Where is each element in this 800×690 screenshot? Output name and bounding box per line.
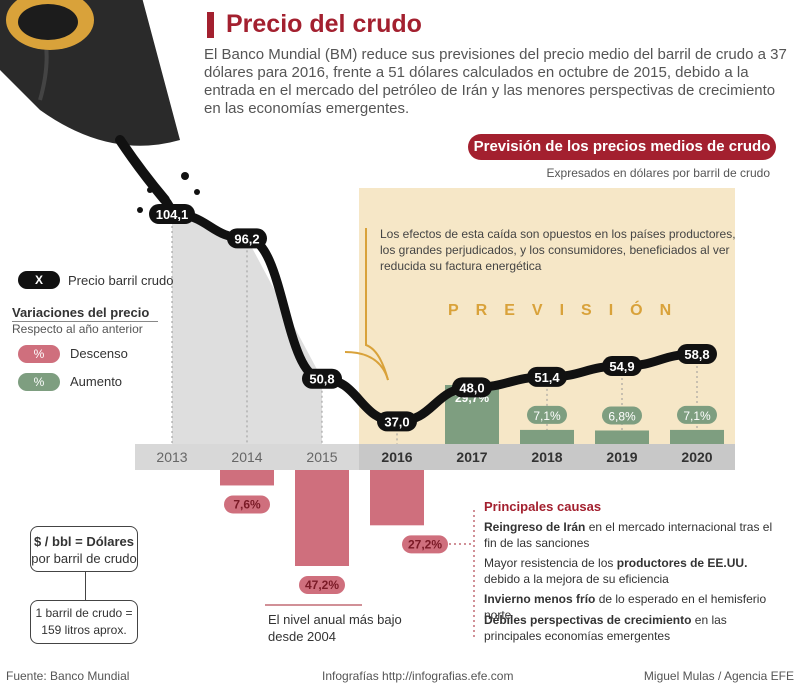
cause-text: en las principales economías emergentes — [484, 613, 727, 643]
lowest-level-note: El nivel anual más bajo desde 2004 — [268, 611, 402, 645]
forecast-region — [359, 188, 735, 444]
price-point — [602, 356, 642, 377]
cause-bold: Invierno menos frío — [484, 592, 596, 606]
price-area — [172, 214, 322, 444]
variation-pill — [299, 576, 345, 594]
legend-divider — [12, 321, 158, 322]
causes-title: Principales causas — [484, 499, 602, 514]
variation-bar-descenso — [220, 470, 274, 486]
oil-barrel-icon — [0, 0, 200, 213]
legend-descenso-label: Descenso — [70, 346, 128, 361]
footer-credit: Miguel Mulas / Agencia EFE — [643, 669, 794, 683]
lowest-level-line2: desde 2004 — [268, 629, 336, 644]
oil-drop — [137, 207, 143, 213]
cause-item: Débiles perspectivas de crecimiento en l… — [484, 612, 774, 644]
variation-label: 7,6% — [233, 497, 261, 511]
variation-label: 27,2% — [408, 537, 442, 551]
price-point — [227, 228, 267, 249]
variation-pill — [677, 405, 717, 424]
cause-text: de lo esperado en el hemisferio norte — [484, 592, 767, 622]
price-value-label: 58,8 — [684, 347, 709, 362]
unit-bbl-line1: $ / bbl = Dólares — [33, 534, 135, 549]
forecast-annotation: Los efectos de esta caída son opuestos e… — [380, 227, 736, 273]
price-value-label: 48,0 — [459, 380, 484, 395]
annotation-arc — [344, 351, 389, 381]
price-point — [149, 204, 195, 224]
unit-connector — [85, 572, 86, 600]
cause-item: Mayor resistencia de los productores de … — [484, 555, 774, 587]
legend-aumento-label: Aumento — [70, 374, 123, 389]
x-axis-forecast-band — [359, 444, 735, 470]
variation-label: 7,1% — [533, 409, 561, 423]
oil-stream — [115, 135, 170, 205]
x-tick-label: 2016 — [381, 449, 412, 465]
price-value-label: 51,4 — [534, 370, 560, 385]
cause-bold: productores de EE.UU. — [616, 556, 748, 570]
price-value-label: 54,9 — [609, 359, 634, 374]
barrel-line2: 159 litros aprox. — [41, 623, 127, 637]
chart-title: Previsión de los precios medios de crudo — [468, 134, 776, 160]
cause-item: Invierno menos frío de lo esperado en el… — [484, 591, 774, 623]
cause-text: debido a la mejora de su eficiencia — [484, 572, 669, 586]
legend-variations-title: Variaciones del precio — [12, 305, 150, 320]
title-accent — [207, 12, 214, 38]
price-value-label: 104,1 — [156, 207, 189, 222]
unit-definition-box: $ / bbl = Dólares por barril de crudo — [30, 526, 138, 572]
barrel-opening — [18, 4, 78, 40]
cause-item: Reingreso de Irán en el mercado internac… — [484, 519, 774, 551]
intro-text: El Banco Mundial (BM) reduce sus previsi… — [204, 46, 787, 117]
footer-site: Infografías http://infografias.efe.com — [322, 669, 514, 683]
x-tick-label: 2015 — [306, 449, 337, 465]
price-point — [452, 377, 492, 398]
variation-pill — [224, 495, 270, 514]
legend-descenso-swatch: % — [18, 345, 60, 363]
barrel-line1: 1 barril de crudo = — [35, 606, 133, 620]
x-tick-label: 2019 — [606, 449, 637, 465]
price-point — [527, 366, 567, 387]
legend-variations-subtitle: Respecto al año anterior — [12, 322, 143, 336]
oil-drop — [181, 172, 189, 180]
variation-bar-descenso — [370, 470, 424, 526]
price-point — [377, 411, 417, 432]
cause-pre: Mayor resistencia de los — [484, 556, 617, 570]
variation-bar-aumento — [520, 429, 574, 444]
variation-bar-aumento — [670, 429, 724, 444]
legend-aumento-swatch: % — [18, 373, 60, 391]
x-tick-label: 2014 — [231, 449, 262, 465]
price-value-label: 50,8 — [309, 372, 334, 387]
variation-bar-descenso — [295, 470, 349, 566]
cause-bold: Débiles perspectivas de crecimiento — [484, 613, 692, 627]
oil-drop — [147, 187, 153, 193]
variation-bar-aumento — [595, 430, 649, 444]
x-tick-label: 2017 — [456, 449, 487, 465]
barrel-definition-box: 1 barril de crudo = 159 litros aprox. — [30, 600, 138, 644]
price-value-label: 37,0 — [384, 414, 409, 429]
cause-bold: Reingreso de Irán — [484, 520, 586, 534]
price-point — [302, 368, 342, 389]
footer-source: Fuente: Banco Mundial — [6, 669, 130, 683]
variation-pill — [402, 535, 448, 554]
variation-label: 6,8% — [608, 409, 636, 423]
forecast-label: PREVISIÓN — [448, 302, 689, 319]
variation-label: 47,2% — [305, 578, 339, 592]
oil-drop — [194, 189, 200, 195]
legend-price-label: Precio barril crudo — [68, 273, 174, 288]
x-tick-label: 2018 — [531, 449, 562, 465]
page-title: Precio del crudo — [226, 10, 422, 38]
variation-pill — [602, 406, 642, 425]
lowest-level-line1: El nivel anual más bajo — [268, 612, 402, 627]
price-point — [677, 343, 717, 364]
legend-price-pill: X — [18, 271, 60, 289]
variation-label: 7,1% — [683, 409, 711, 423]
variation-pill — [527, 405, 567, 424]
chart-subtitle: Expresados en dólares por barril de crud… — [546, 166, 770, 180]
x-tick-label: 2020 — [681, 449, 712, 465]
cause-text: en el mercado internacional tras el fin … — [484, 520, 773, 550]
unit-bbl-line2: por barril de crudo — [31, 551, 137, 566]
x-tick-label: 2013 — [156, 449, 187, 465]
price-value-label: 96,2 — [234, 231, 259, 246]
